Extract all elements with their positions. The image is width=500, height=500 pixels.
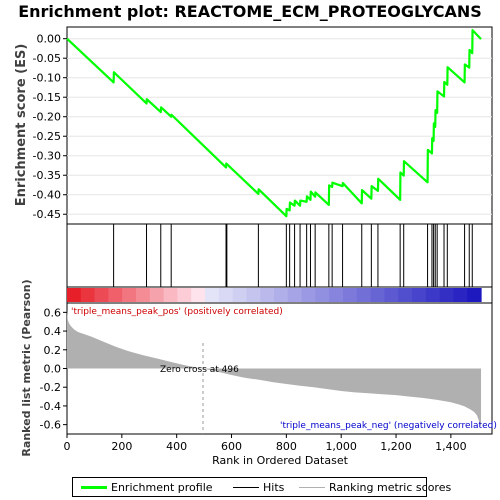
es-y-tick-label: -0.35 bbox=[33, 169, 61, 182]
color-bar-segment bbox=[122, 288, 137, 302]
color-bar-segment bbox=[412, 288, 427, 302]
es-y-tick-label: -0.40 bbox=[33, 189, 61, 202]
x-tick-label: 800 bbox=[276, 440, 297, 453]
color-bar-segment bbox=[94, 288, 110, 302]
color-bar-segment bbox=[136, 288, 151, 302]
es-y-tick-label: -0.05 bbox=[33, 52, 61, 65]
enrichment-profile-line bbox=[66, 29, 482, 218]
x-axis-label: Rank in Ordered Dataset bbox=[212, 454, 349, 467]
ranking-metric-area bbox=[67, 310, 482, 434]
metric-y-tick-label: 0.4 bbox=[44, 325, 62, 338]
hit-markers bbox=[113, 224, 473, 287]
color-bar-segment bbox=[232, 288, 248, 302]
color-bar-segment bbox=[260, 288, 275, 302]
es-y-tick-label: -0.25 bbox=[33, 130, 61, 143]
color-bar-segment bbox=[467, 288, 482, 302]
hits-panel bbox=[66, 223, 493, 288]
metric-y-tick-label: 0.0 bbox=[44, 363, 62, 376]
metric-y-tick-label: -0.4 bbox=[40, 400, 61, 413]
chart-title: Enrichment plot: REACTOME_ECM_PROTEOGLYC… bbox=[18, 2, 482, 21]
color-bar-segment bbox=[315, 288, 330, 302]
x-tick-label: 1,000 bbox=[325, 440, 357, 453]
es-y-axis: 0.00 -0.05 -0.10 -0.15 -0.20 -0.25 -0.30 -0.35 -… bbox=[33, 33, 67, 221]
color-bar-segment bbox=[80, 288, 96, 302]
negative-correlation-label: 'triple_means_peak_neg' (negatively corr… bbox=[280, 421, 497, 431]
x-tick-label: 0 bbox=[64, 440, 71, 453]
positive-correlation-label: 'triple_means_peak_pos' (positively corr… bbox=[71, 307, 283, 317]
metric-y-axis: 0.6 0.4 0.2 0.0 -0.2 -0.4 -0.6 bbox=[40, 306, 67, 432]
color-bar-segment bbox=[453, 288, 468, 302]
legend-swatch-ranking-metric bbox=[299, 487, 325, 488]
es-gridlines bbox=[67, 38, 492, 215]
x-tick-label: 1,400 bbox=[435, 440, 467, 453]
rank-color-bar bbox=[67, 288, 482, 302]
color-bar-segment bbox=[177, 288, 192, 302]
es-y-axis-label: Enrichment score (ES) bbox=[14, 44, 29, 207]
color-bar-segment bbox=[329, 288, 344, 302]
color-bar-segment bbox=[343, 288, 358, 302]
color-bar-segment bbox=[191, 288, 206, 302]
color-bar-segment bbox=[67, 288, 82, 302]
color-bar-segment bbox=[108, 288, 123, 302]
color-bar-segment bbox=[287, 288, 303, 302]
metric-y-tick-label: -0.6 bbox=[40, 419, 61, 432]
color-bar-segment bbox=[425, 288, 441, 302]
color-bar-segment bbox=[205, 288, 220, 302]
x-tick-label: 200 bbox=[111, 440, 132, 453]
es-y-tick-label: -0.30 bbox=[33, 150, 61, 163]
color-bar-segment bbox=[398, 288, 413, 302]
es-y-tick-label: 0.00 bbox=[37, 33, 62, 46]
color-bar-segment bbox=[163, 288, 179, 302]
metric-y-axis-label: Ranked list metric (Pearson) bbox=[20, 279, 33, 456]
es-y-tick-label: -0.45 bbox=[33, 208, 61, 221]
enrichment-profile-series bbox=[66, 29, 482, 218]
metric-y-tick-label: 0.2 bbox=[44, 344, 62, 357]
color-bar-segment bbox=[356, 288, 372, 302]
color-bar-segment bbox=[246, 288, 261, 302]
legend-label-ranking-metric: Ranking metric scores bbox=[329, 481, 452, 494]
es-y-tick-label: -0.15 bbox=[33, 91, 61, 104]
color-bar-segment bbox=[439, 288, 455, 302]
es-y-tick-label: -0.10 bbox=[33, 72, 61, 85]
es-panel bbox=[66, 26, 493, 225]
legend-swatch-hits bbox=[233, 487, 259, 488]
color-bar-segment bbox=[149, 288, 165, 302]
legend-label-hits: Hits bbox=[263, 481, 285, 494]
color-bar-segment bbox=[274, 288, 289, 302]
x-tick-label: 1,200 bbox=[380, 440, 412, 453]
ranking-metric-series bbox=[67, 310, 482, 428]
color-bar-segment bbox=[218, 288, 234, 302]
es-y-tick-label: -0.20 bbox=[33, 111, 61, 124]
legend-swatch-enrichment-profile bbox=[81, 486, 107, 489]
color-bar-segment bbox=[384, 288, 399, 302]
metric-y-tick-label: 0.6 bbox=[44, 306, 62, 319]
zero-cross-label: Zero cross at 496 bbox=[160, 365, 239, 375]
metric-y-tick-label: -0.2 bbox=[40, 381, 61, 394]
x-axis: 0 200 400 600 800 1,000 1,200 1,400 bbox=[64, 434, 467, 453]
color-bar-segment bbox=[301, 288, 317, 302]
legend-label-enrichment-profile: Enrichment profile bbox=[111, 481, 213, 494]
color-bar-segment bbox=[370, 288, 386, 302]
x-tick-label: 400 bbox=[166, 440, 187, 453]
x-tick-label: 600 bbox=[221, 440, 242, 453]
legend: Enrichment profile Hits Ranking metric s… bbox=[72, 477, 451, 497]
